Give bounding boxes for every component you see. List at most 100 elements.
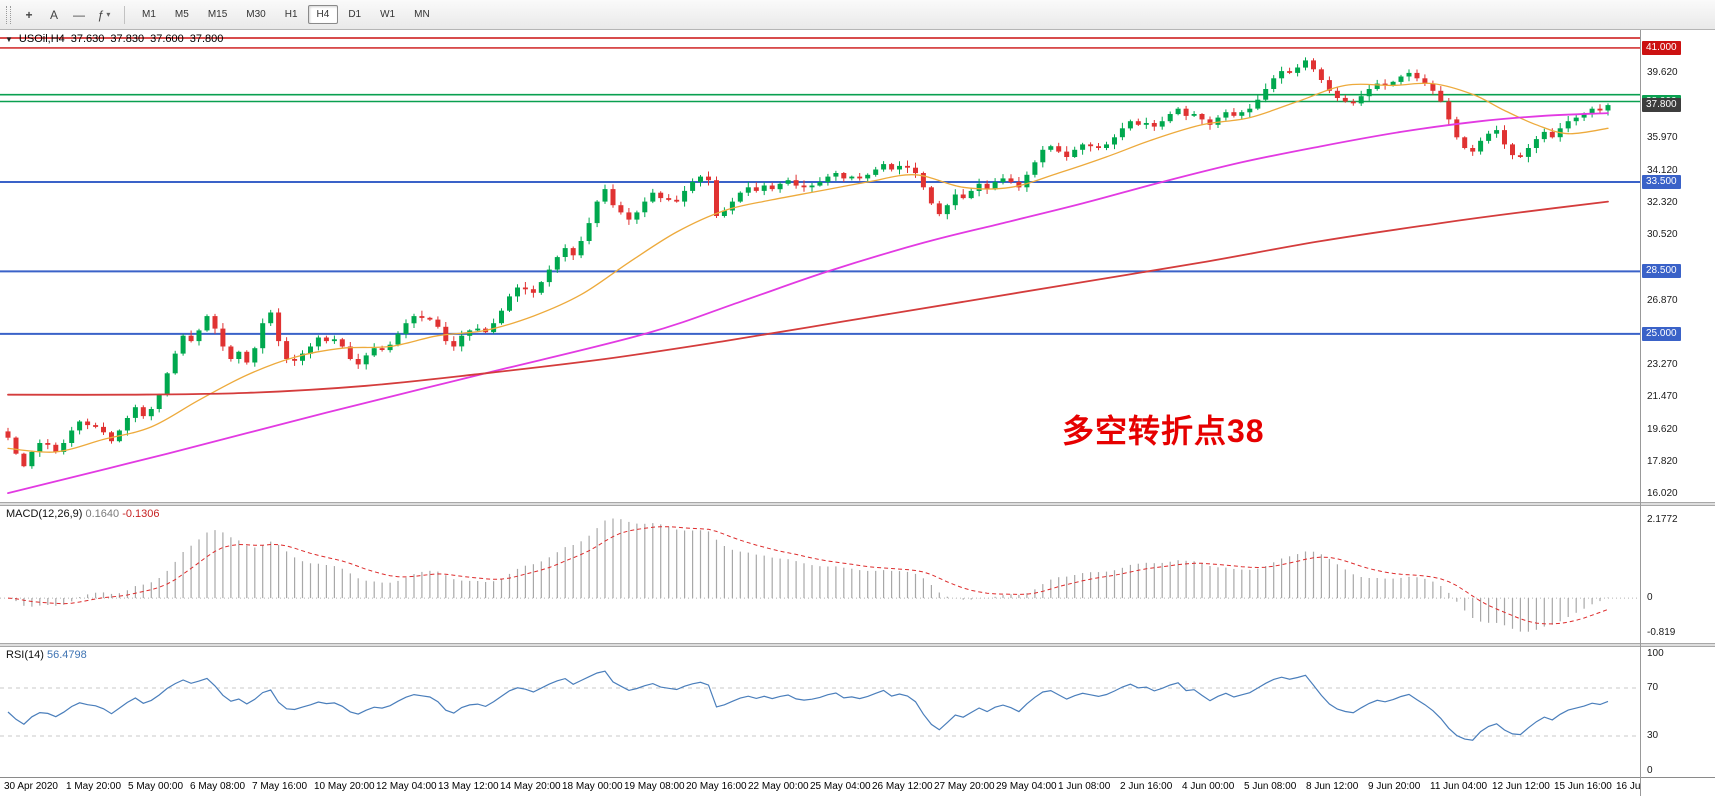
timeframe-m15-button[interactable]: M15	[207, 9, 228, 20]
dropdown-chevron-icon: ▾	[106, 10, 111, 19]
price-tick: 16.020	[1647, 488, 1678, 499]
pane-splitter[interactable]	[0, 502, 1715, 506]
rsi-title: RSI(14)	[6, 649, 44, 661]
price-tick: 34.120	[1647, 165, 1678, 176]
time-tick-label: 5 Jun 08:00	[1244, 781, 1297, 792]
time-tick-label: 16 Jun 0	[1616, 781, 1640, 792]
toolbar-separator	[124, 5, 125, 24]
timeframe-m1-button[interactable]: M1	[142, 9, 156, 20]
crosshair-button[interactable]: +	[17, 4, 41, 26]
rsi-axis[interactable]: 100 70 30 0	[1640, 647, 1715, 777]
time-tick-label: 9 Jun 20:00	[1368, 781, 1421, 792]
time-tick-label: 20 May 16:00	[686, 781, 747, 792]
main-chart-pane: ▼ USOil,H4 37.630 37.830 37.600 37.800 多…	[0, 30, 1715, 502]
collapse-icon[interactable]: ▼	[5, 34, 13, 44]
price-level-tag: 41.000	[1642, 41, 1681, 55]
crosshair-icon: +	[25, 7, 33, 22]
time-tick-label: 19 May 08:00	[624, 781, 685, 792]
price-tick: 19.620	[1647, 424, 1678, 435]
drawing-tools-group: + A — ƒ ▾	[17, 4, 116, 26]
price-level-tag: 25.000	[1642, 327, 1681, 341]
price-tick: 39.620	[1647, 67, 1678, 78]
time-tick-label: 12 May 04:00	[376, 781, 437, 792]
price-tick: 26.870	[1647, 295, 1678, 306]
timeframe-d1-button[interactable]: D1	[348, 9, 362, 20]
symbol-info: ▼ USOil,H4 37.630 37.830 37.600 37.800	[5, 33, 223, 45]
main-chart-canvas[interactable]	[0, 30, 1715, 502]
price-tick: 35.970	[1647, 132, 1678, 143]
macd-label: MACD(12,26,9) 0.1640 -0.1306	[6, 508, 160, 520]
time-tick-label: 14 May 20:00	[500, 781, 561, 792]
rsi-axis-label: 30	[1647, 730, 1659, 741]
rsi-axis-label: 100	[1647, 648, 1664, 659]
time-axis[interactable]: 30 Apr 2020 1 May 20:00 5 May 00:00 6 May 0…	[0, 777, 1715, 796]
time-tick-label: 8 Jun 12:00	[1306, 781, 1359, 792]
ohlc-low: 37.600	[150, 33, 184, 45]
time-tick-label: 12 Jun 12:00	[1492, 781, 1550, 792]
current-price-tag: 37.800	[1642, 98, 1681, 112]
ohlc-close: 37.800	[189, 33, 224, 45]
timeframe-group: M1 M5 M15 M30 H1 H4 D1 W1 MN	[133, 5, 439, 24]
timeframe-m30-button[interactable]: M30	[246, 9, 266, 20]
rsi-label: RSI(14) 56.4798	[6, 649, 87, 661]
symbol-name: USOil,H4	[18, 33, 65, 45]
time-tick-label: 29 May 04:00	[996, 781, 1057, 792]
chart-annotation[interactable]: 多空转折点38	[1062, 413, 1265, 449]
time-tick-label: 1 Jun 08:00	[1058, 781, 1111, 792]
time-tick-label: 15 Jun 16:00	[1554, 781, 1612, 792]
price-tick: 21.470	[1647, 391, 1678, 402]
time-tick-label: 27 May 20:00	[934, 781, 995, 792]
rsi-axis-label: 0	[1647, 765, 1653, 776]
time-tick-label: 30 Apr 2020	[4, 781, 58, 792]
indicators-icon: ƒ	[97, 7, 105, 22]
price-tick: 30.520	[1647, 229, 1678, 240]
macd-canvas[interactable]	[0, 506, 1715, 643]
macd-title: MACD(12,26,9)	[6, 508, 83, 520]
price-tick: 32.320	[1647, 197, 1678, 208]
text-label-icon: A	[49, 7, 58, 22]
time-tick-label: 2 Jun 16:00	[1120, 781, 1173, 792]
macd-axis-label: 0	[1647, 592, 1653, 603]
timeframe-w1-button[interactable]: W1	[380, 9, 396, 20]
macd-axis-label: -0.819	[1647, 627, 1676, 638]
price-axis-separator	[1640, 30, 1641, 796]
macd-pane: MACD(12,26,9) 0.1640 -0.1306 2.1772 0 -0.8…	[0, 506, 1715, 643]
macd-value-signal: -0.1306	[122, 508, 160, 520]
timeframe-mn-button[interactable]: MN	[414, 9, 430, 20]
time-tick-label: 10 May 20:00	[314, 781, 375, 792]
price-axis[interactable]: 39.620 35.970 34.120 32.320 30.520 26.870 23.2…	[1640, 30, 1715, 502]
rsi-pane: RSI(14) 56.4798 100 70 30 0	[0, 647, 1715, 777]
time-tick-label: 1 May 20:00	[66, 781, 122, 792]
timeframe-h4-button[interactable]: H4	[307, 5, 339, 24]
rsi-canvas[interactable]	[0, 647, 1715, 777]
pane-splitter[interactable]	[0, 643, 1715, 647]
time-labels: 30 Apr 2020 1 May 20:00 5 May 00:00 6 May 0…	[0, 778, 1640, 796]
timeframe-h1-button[interactable]: H1	[284, 9, 298, 20]
horizontal-line-button[interactable]: —	[67, 4, 91, 26]
toolbar: + A — ƒ ▾ M1 M5 M15 M30 H1 H4 D1 W1 MN	[0, 0, 1715, 30]
text-label-button[interactable]: A	[42, 4, 66, 26]
time-tick-label: 26 May 12:00	[872, 781, 933, 792]
timeframe-m5-button[interactable]: M5	[174, 9, 189, 20]
time-tick-label: 11 Jun 04:00	[1430, 781, 1488, 792]
time-tick-label: 5 May 00:00	[128, 781, 184, 792]
price-tick: 17.820	[1647, 456, 1678, 467]
horizontal-line-icon: —	[73, 7, 85, 22]
time-tick-label: 13 May 12:00	[438, 781, 499, 792]
toolbar-grip[interactable]	[6, 5, 11, 24]
time-tick-label: 18 May 00:00	[562, 781, 623, 792]
time-tick-label: 6 May 08:00	[190, 781, 246, 792]
macd-axis-label: 2.1772	[1647, 514, 1678, 525]
indicators-button[interactable]: ƒ ▾	[92, 4, 116, 26]
price-level-tag: 33.500	[1642, 175, 1681, 189]
rsi-value: 56.4798	[46, 649, 87, 661]
macd-value-main: 0.1640	[85, 508, 120, 520]
rsi-axis-label: 70	[1647, 682, 1659, 693]
time-tick-label: 7 May 16:00	[252, 781, 308, 792]
time-tick-label: 22 May 00:00	[748, 781, 809, 792]
time-tick-label: 4 Jun 00:00	[1182, 781, 1235, 792]
macd-axis[interactable]: 2.1772 0 -0.819	[1640, 506, 1715, 643]
ohlc-open: 37.630	[70, 33, 105, 45]
ohlc-high: 37.830	[110, 33, 145, 45]
